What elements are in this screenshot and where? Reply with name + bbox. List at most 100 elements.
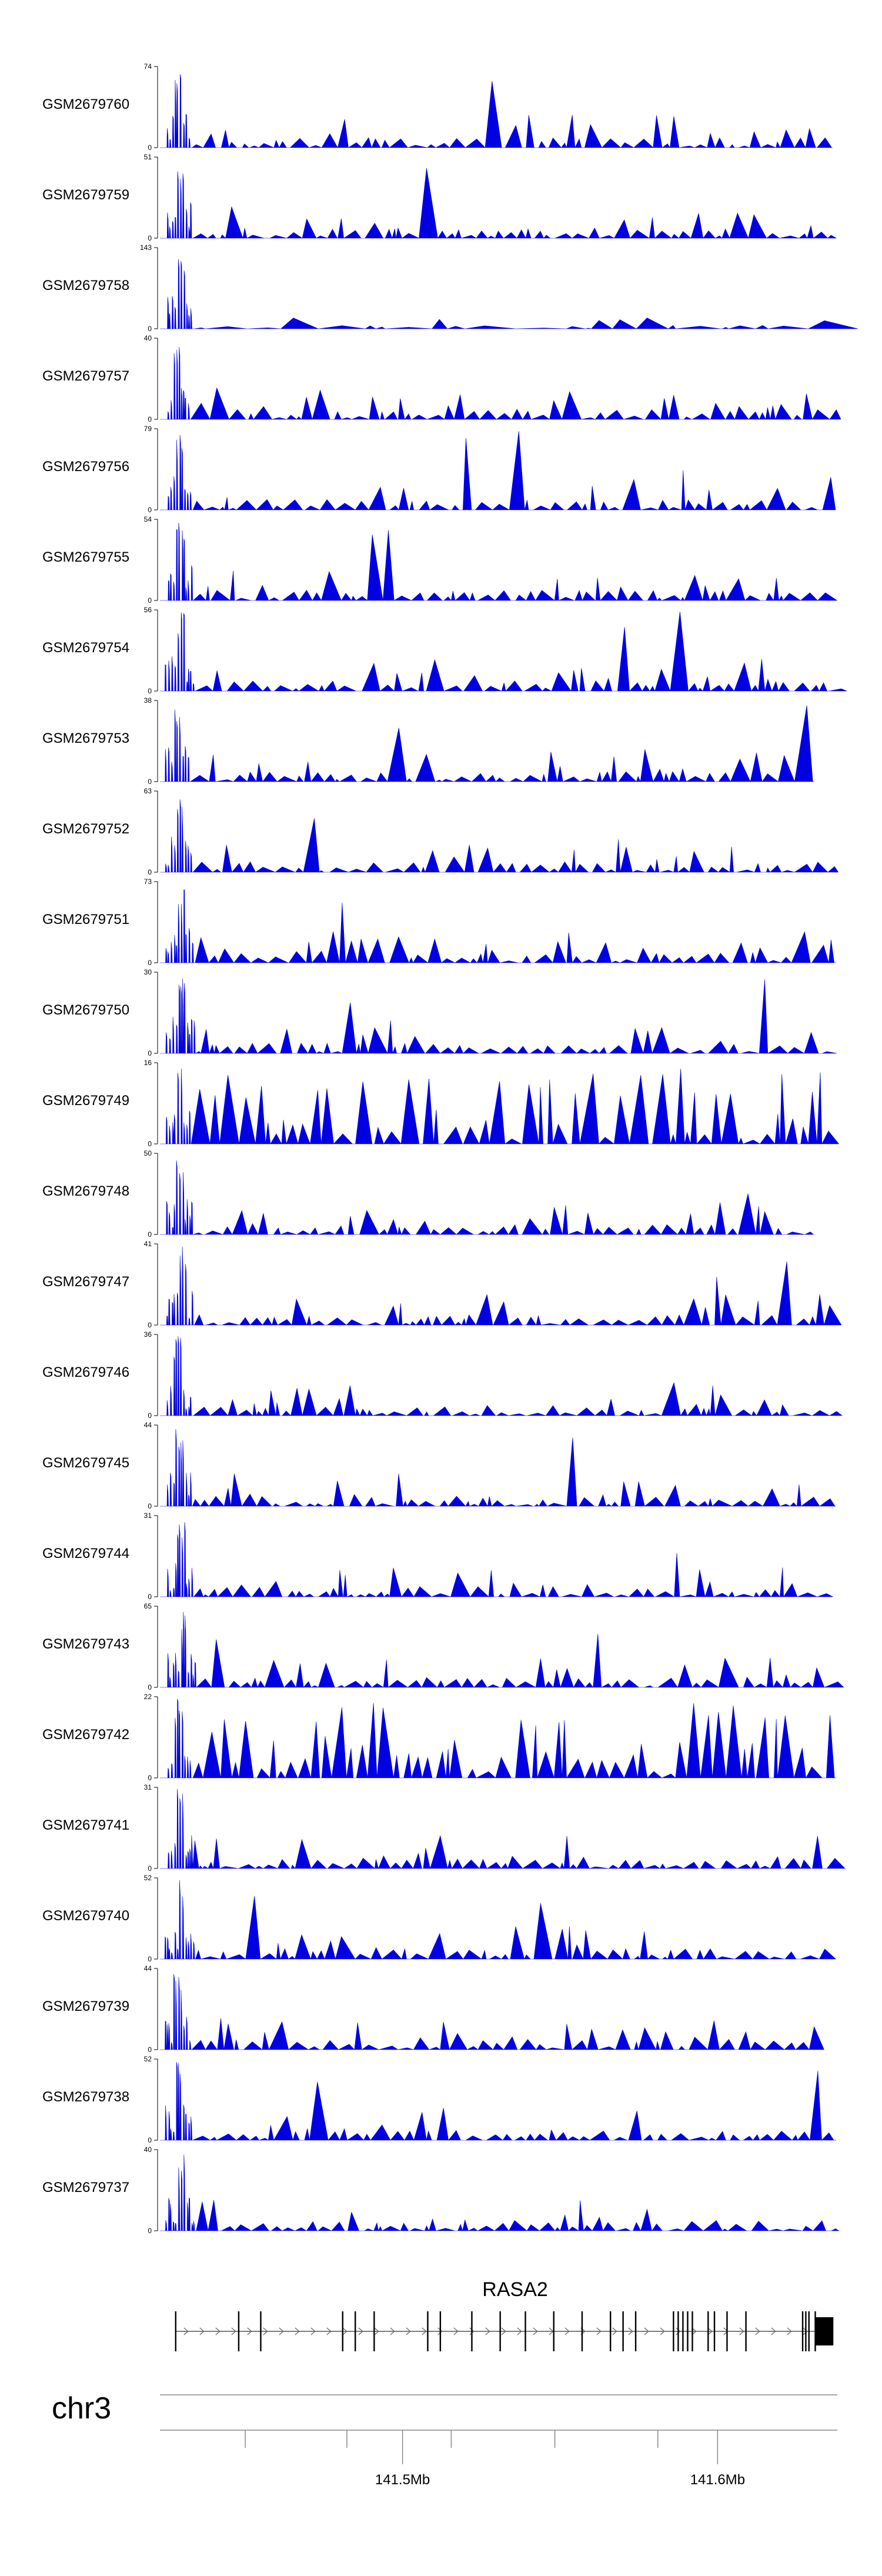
- track-label: GSM2679741: [42, 1817, 129, 1833]
- coverage-track: GSM2679760 74 0: [42, 62, 833, 152]
- y-max-label: 65: [144, 1602, 152, 1610]
- y-min-label: 0: [148, 1230, 152, 1239]
- y-max-label: 54: [144, 515, 152, 523]
- coverage-tracks: GSM2679760740GSM2679759510GSM26797581430…: [42, 62, 858, 2235]
- gene-exon: [355, 2311, 356, 2351]
- y-max-label: 36: [144, 1330, 152, 1339]
- y-max-label: 73: [144, 877, 152, 886]
- gene-exon: [439, 2311, 442, 2351]
- coverage-track: GSM2679741 31 0: [42, 1783, 846, 1873]
- y-max-label: 63: [144, 787, 152, 795]
- y-min-label: 0: [148, 687, 152, 695]
- strand-arrow: [199, 2327, 205, 2335]
- coverage-track: GSM2679751 73 0: [42, 877, 836, 967]
- strand-arrow: [564, 2327, 570, 2335]
- strand-arrow: [326, 2327, 332, 2335]
- gene-exon: [610, 2311, 612, 2351]
- gene-exon: [805, 2311, 807, 2351]
- y-max-label: 44: [144, 1964, 152, 1973]
- gene-exon: [427, 2311, 429, 2351]
- coverage-area: [160, 705, 814, 783]
- y-min-label: 0: [148, 1140, 152, 1148]
- strand-arrow: [723, 2327, 729, 2335]
- coverage-area: [160, 259, 858, 329]
- strand-arrow: [660, 2327, 665, 2335]
- gene-exon: [687, 2311, 689, 2351]
- track-label: GSM2679745: [42, 1455, 129, 1471]
- gene-exon: [499, 2311, 501, 2351]
- track-label: GSM2679752: [42, 821, 129, 837]
- track-label: GSM2679760: [42, 96, 129, 112]
- track-label: GSM2679742: [42, 1727, 129, 1743]
- strand-arrow: [279, 2327, 284, 2335]
- coverage-track: GSM2679754 56 0: [42, 606, 847, 695]
- coverage-area: [160, 168, 837, 239]
- strand-arrow: [358, 2327, 363, 2335]
- coverage-area: [160, 1429, 836, 1507]
- y-min-label: 0: [148, 1683, 152, 1691]
- strand-arrow: [803, 2327, 808, 2335]
- track-label: GSM2679754: [42, 640, 129, 656]
- y-min-label: 0: [148, 1049, 152, 1057]
- strand-arrow: [485, 2327, 490, 2335]
- strand-arrow: [771, 2327, 776, 2335]
- gene-exon: [673, 2311, 674, 2351]
- coverage-track: GSM2679737 40 0: [42, 2145, 840, 2235]
- y-min-label: 0: [148, 144, 152, 152]
- coverage-area: [160, 74, 833, 149]
- coverage-area: [160, 2062, 836, 2141]
- coverage-area: [160, 1611, 844, 1689]
- coverage-area: [160, 2154, 840, 2232]
- track-label: GSM2679744: [42, 1546, 129, 1561]
- coverage-area: [160, 346, 841, 421]
- track-label: GSM2679746: [42, 1364, 129, 1380]
- y-max-label: 40: [144, 334, 152, 342]
- y-min-label: 0: [148, 234, 152, 242]
- track-label: GSM2679756: [42, 459, 129, 475]
- track-label: GSM2679758: [42, 278, 129, 293]
- coverage-track: GSM2679738 52 0: [42, 2055, 836, 2144]
- y-max-label: 22: [144, 1693, 152, 1701]
- gene-exon: [713, 2311, 716, 2351]
- gene-exon: [726, 2311, 728, 2351]
- gene-exon: [471, 2311, 473, 2351]
- y-max-label: 40: [144, 2145, 152, 2154]
- strand-arrow: [533, 2327, 538, 2335]
- y-max-label: 30: [144, 968, 152, 976]
- y-max-label: 79: [144, 425, 152, 433]
- y-min-label: 0: [148, 325, 152, 333]
- track-label: GSM2679749: [42, 1093, 129, 1109]
- strand-arrow: [247, 2327, 252, 2335]
- y-max-label: 31: [144, 1511, 152, 1520]
- y-min-label: 0: [148, 959, 152, 967]
- y-max-label: 38: [144, 696, 152, 705]
- gene-exon: [175, 2311, 176, 2351]
- strand-arrow: [183, 2327, 189, 2335]
- chromosome-label: chr3: [52, 2391, 111, 2425]
- coverage-area: [160, 1068, 840, 1145]
- strand-arrow: [787, 2327, 792, 2335]
- strand-arrow: [469, 2327, 475, 2335]
- gene-exon: [808, 2311, 810, 2351]
- y-min-label: 0: [148, 1502, 152, 1510]
- track-label: GSM2679739: [42, 1998, 129, 2014]
- gene-exon: [677, 2311, 679, 2351]
- gene-exon: [524, 2311, 526, 2351]
- coverage-track: GSM2679747 41 0: [42, 1240, 842, 1329]
- coverage-track: GSM2679746 36 0: [42, 1330, 843, 1420]
- track-label: GSM2679750: [42, 1002, 129, 1018]
- gene-exon: [682, 2311, 684, 2351]
- coverage-track: GSM2679753 38 0: [42, 696, 814, 786]
- y-max-label: 51: [144, 153, 152, 161]
- track-label: GSM2679740: [42, 1908, 129, 1924]
- gene-exon: [707, 2311, 709, 2351]
- strand-arrow: [739, 2327, 744, 2335]
- y-min-label: 0: [148, 2046, 152, 2054]
- gene-exon: [238, 2311, 240, 2351]
- gene-exon: [342, 2311, 343, 2351]
- strand-arrow: [406, 2327, 411, 2335]
- strand-arrow: [628, 2327, 633, 2335]
- gene-exon: [260, 2311, 262, 2351]
- y-min-label: 0: [148, 1412, 152, 1420]
